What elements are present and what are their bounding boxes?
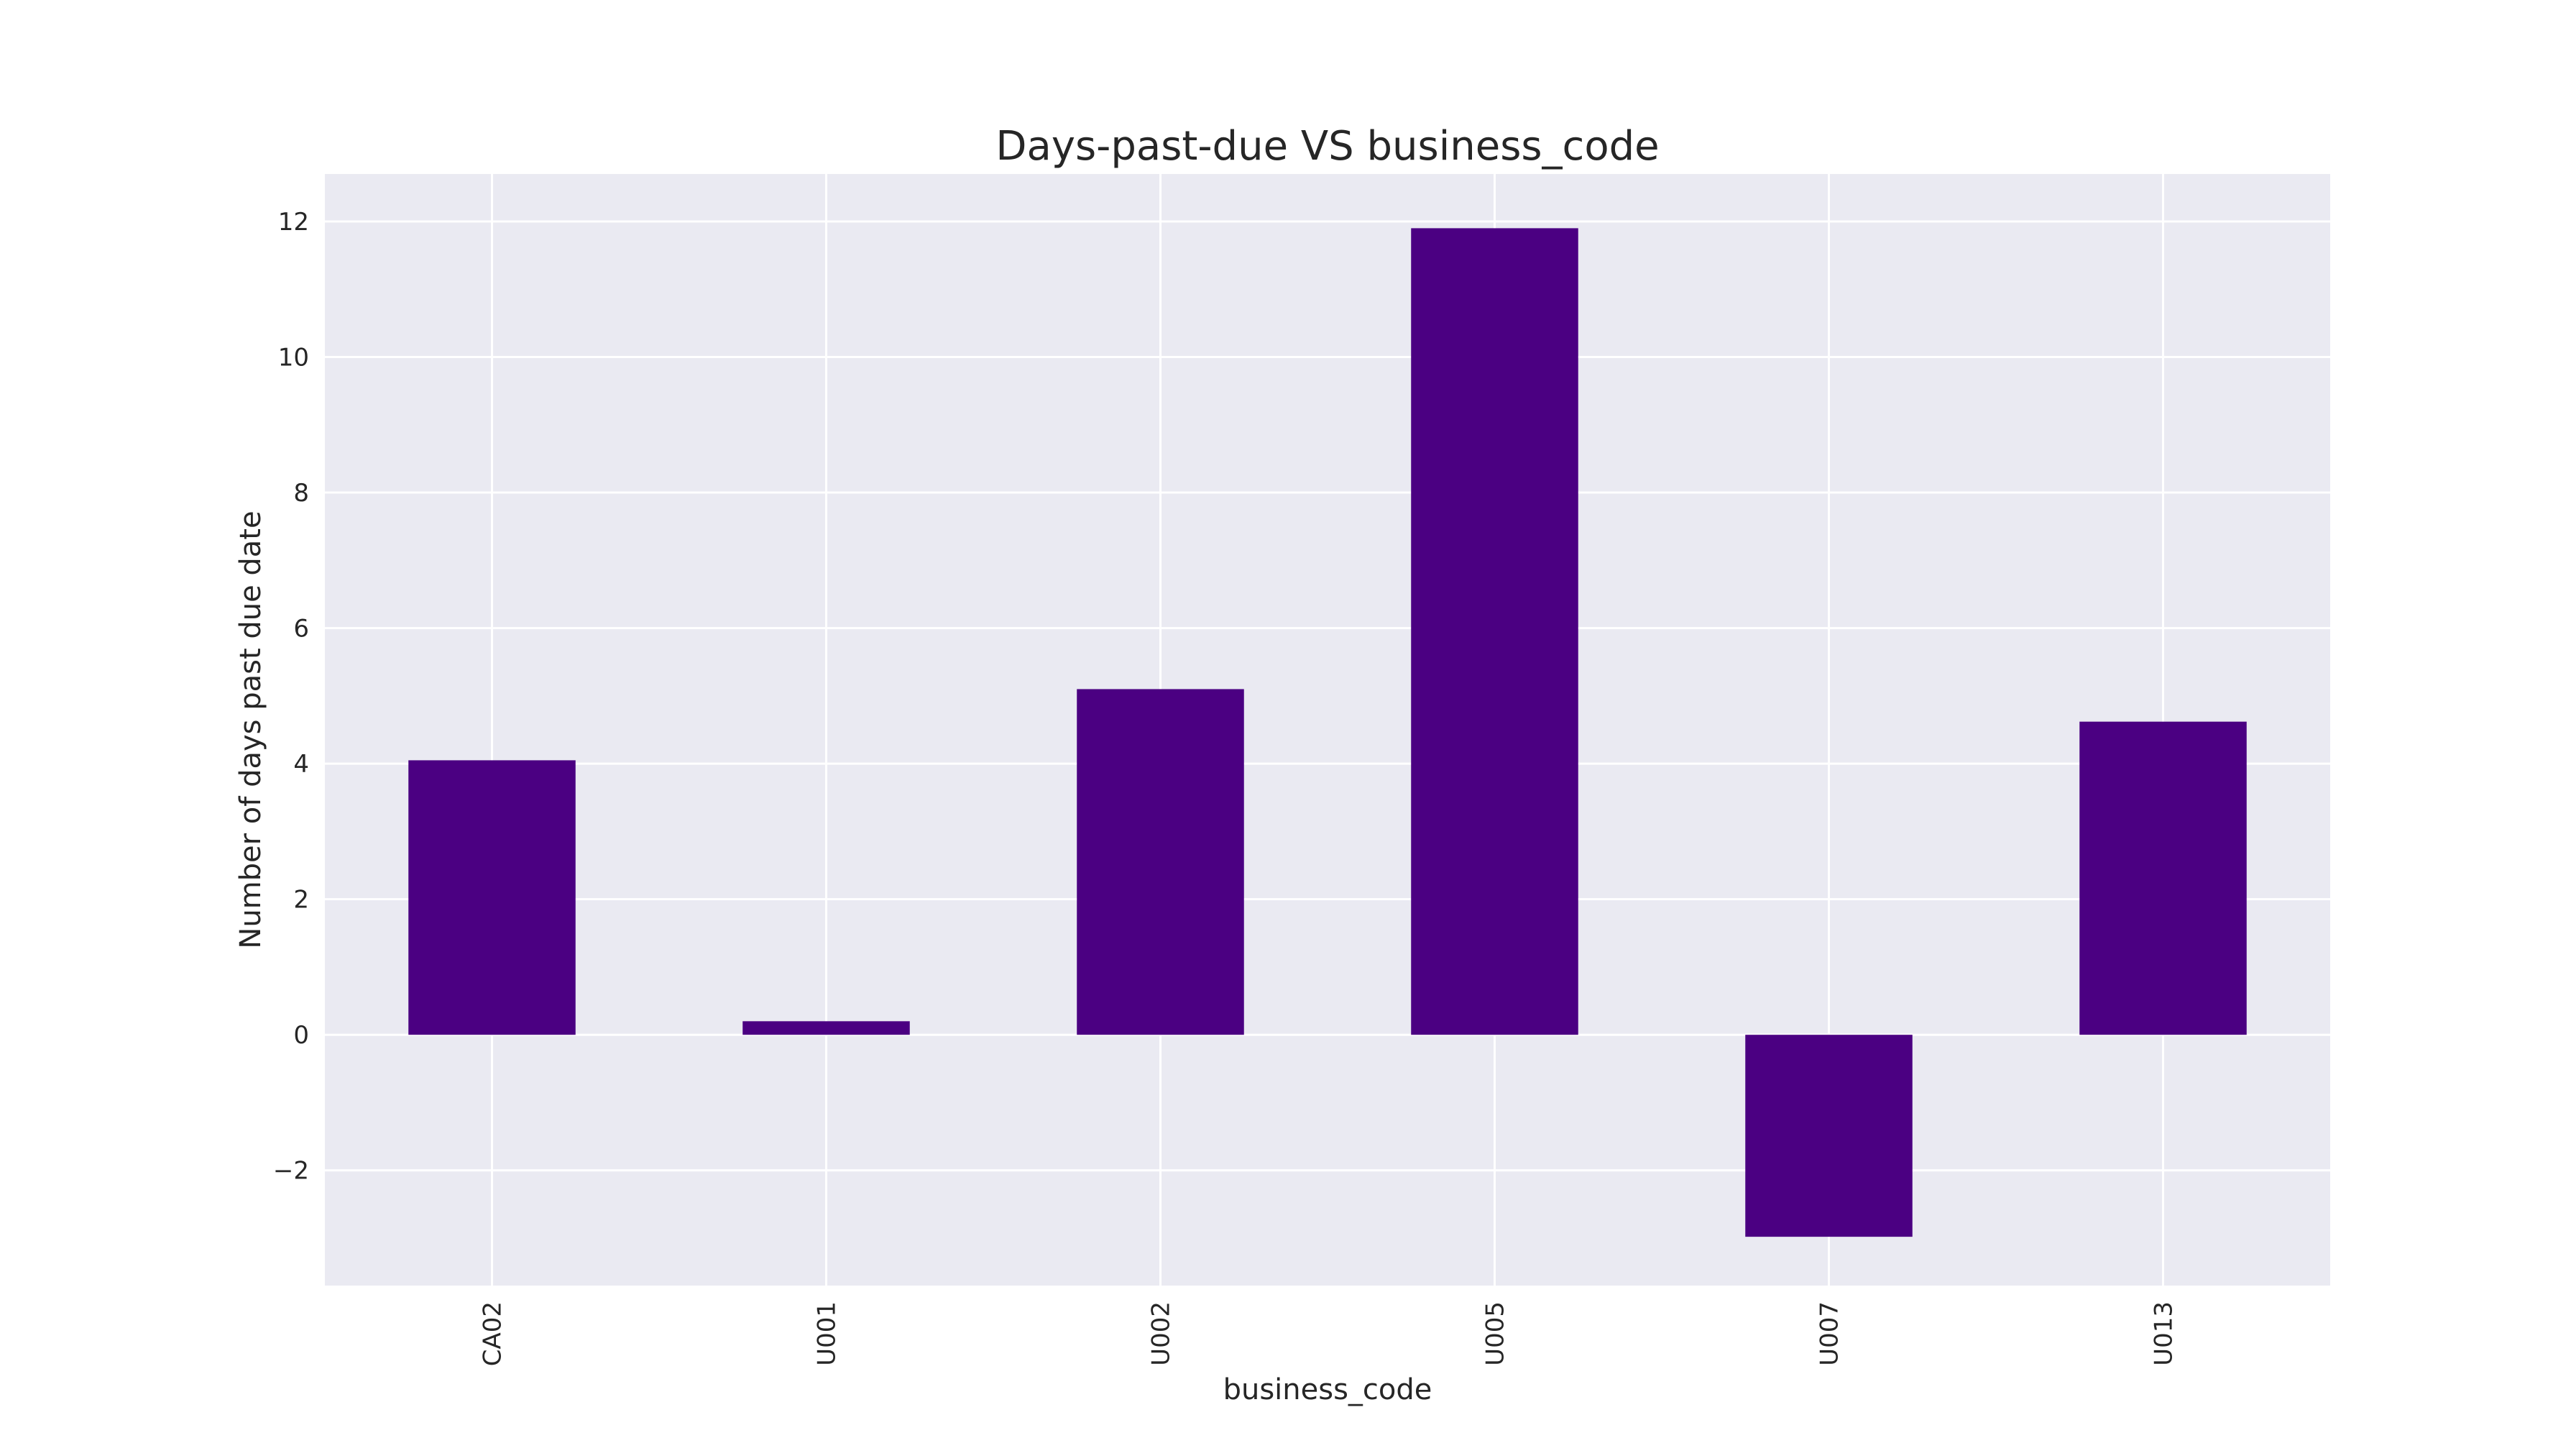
x-tick-label: CA02 bbox=[479, 1301, 507, 1366]
y-tick-label: 10 bbox=[278, 344, 309, 372]
plot-area bbox=[325, 174, 2330, 1286]
bar-u002 bbox=[1077, 689, 1244, 1035]
x-tick-label: U001 bbox=[813, 1301, 842, 1366]
chart-title: Days-past-due VS business_code bbox=[995, 123, 1659, 170]
bar-u005 bbox=[1411, 228, 1578, 1035]
bars bbox=[408, 228, 2247, 1237]
y-tick-label: 2 bbox=[293, 886, 309, 915]
y-tick-label: −2 bbox=[273, 1157, 309, 1186]
x-tick-label: U005 bbox=[1481, 1301, 1510, 1366]
bar-u001 bbox=[742, 1021, 910, 1035]
y-tick-label: 6 bbox=[293, 615, 309, 644]
x-axis-label: business_code bbox=[1223, 1373, 1432, 1406]
bar-u007 bbox=[1745, 1035, 1913, 1237]
y-axis-label: Number of days past due date bbox=[234, 510, 267, 948]
y-tick-label: 8 bbox=[293, 479, 309, 508]
y-tick-label: 4 bbox=[293, 750, 309, 779]
x-axis-ticks: CA02 U001 U002 U005 U007 U013 bbox=[479, 1301, 2179, 1366]
y-tick-label: 12 bbox=[278, 208, 309, 237]
x-tick-label: U007 bbox=[1816, 1301, 1844, 1366]
bar-ca02 bbox=[408, 760, 576, 1035]
x-tick-label: U002 bbox=[1147, 1301, 1176, 1366]
y-axis-ticks: −2 0 2 4 6 8 10 12 bbox=[273, 208, 309, 1186]
bar-u013 bbox=[2079, 721, 2247, 1035]
y-tick-label: 0 bbox=[293, 1021, 309, 1050]
x-tick-label: U013 bbox=[2150, 1301, 2179, 1366]
